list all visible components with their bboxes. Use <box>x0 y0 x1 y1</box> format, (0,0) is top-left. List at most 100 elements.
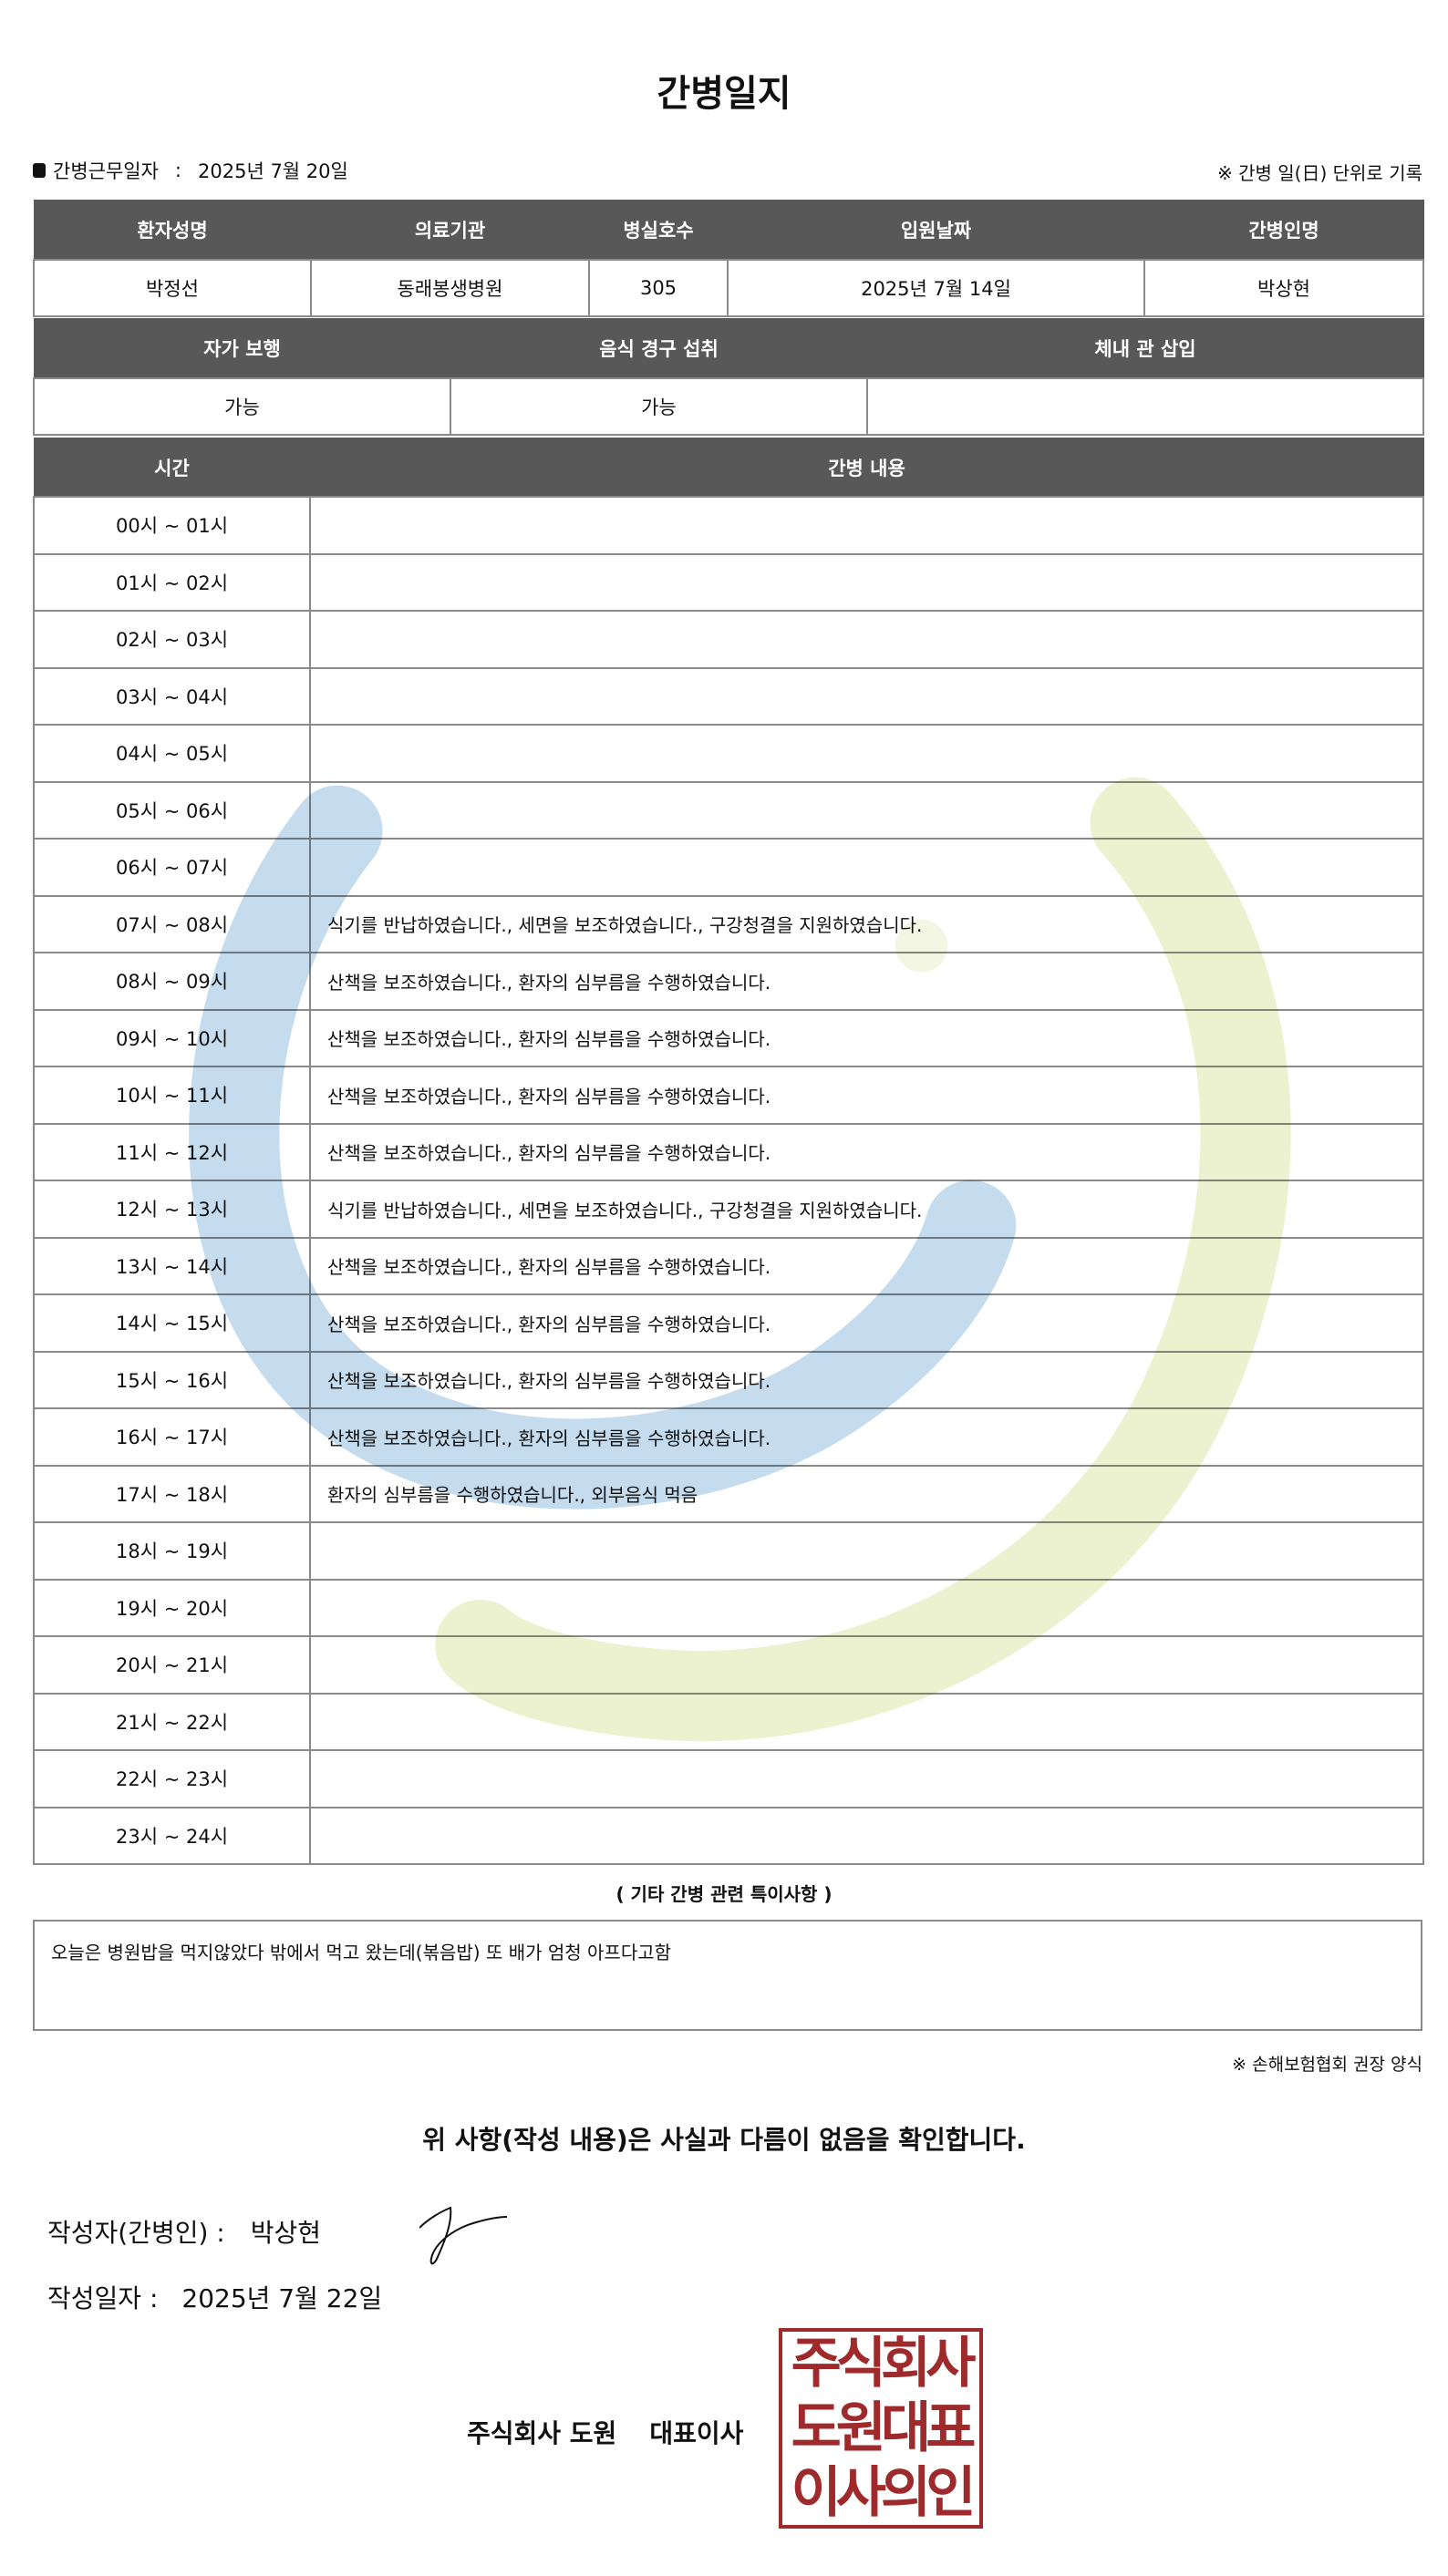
time-cell: 11시 ~ 12시 <box>33 1122 311 1181</box>
column-header: 시간 <box>33 438 311 498</box>
table-row: 12시 ~ 13시 식기를 반납하였습니다., 세면을 보조하였습니다., 구강청… <box>33 1180 1424 1239</box>
table-row: 22시 ~ 23시 <box>33 1749 1424 1808</box>
table-row: 07시 ~ 08시 식기를 반납하였습니다., 세면을 보조하였습니다., 구강청… <box>33 894 1424 953</box>
writer-name: 박상현 <box>250 2218 322 2248</box>
value-row: 가능 가능 <box>33 377 1424 436</box>
time-cell: 22시 ~ 23시 <box>33 1749 311 1808</box>
company-title: 대표이사 <box>649 2418 744 2448</box>
cell-value: 가능 <box>33 377 451 436</box>
form-note: ※ 손해보험협회 권장 양식 <box>1232 2055 1422 2075</box>
column-header: 입원날짜 <box>727 200 1145 261</box>
table-row: 03시 ~ 04시 <box>33 666 1424 726</box>
time-cell: 07시 ~ 08시 <box>33 894 311 953</box>
content-cell <box>309 1806 1424 1865</box>
table-row: 06시 ~ 07시 <box>33 838 1424 897</box>
time-cell: 23시 ~ 24시 <box>33 1806 311 1865</box>
care-log-table: 시간 간병 내용 00시 ~ 01시 01시 ~ 02시 02시 ~ 03시 03시 ~… <box>33 438 1424 1865</box>
seal-line: 이사의인 <box>791 2460 977 2525</box>
table-row: 08시 ~ 09시 산책을 보조하였습니다., 환자의 심부름을 수행하였습니다. <box>33 952 1424 1011</box>
time-cell: 18시 ~ 19시 <box>33 1521 311 1581</box>
content-cell <box>309 1578 1424 1637</box>
content-cell: 산책을 보조하였습니다., 환자의 심부름을 수행하였습니다. <box>309 1350 1424 1409</box>
content-cell: 식기를 반납하였습니다., 세면을 보조하였습니다., 구강청결을 지원하였습니… <box>309 894 1424 953</box>
time-cell: 09시 ~ 10시 <box>33 1008 311 1067</box>
table-row: 05시 ~ 06시 <box>33 780 1424 840</box>
time-cell: 10시 ~ 11시 <box>33 1066 311 1125</box>
time-cell: 08시 ~ 09시 <box>33 952 311 1011</box>
cell-value: 박상현 <box>1143 259 1424 317</box>
patient-status-table: 자가 보행 음식 경구 섭취 체내 관 삽입 가능 가능 <box>33 318 1424 436</box>
content-cell: 산책을 보조하였습니다., 환자의 심부름을 수행하였습니다. <box>309 1236 1424 1295</box>
table-row: 15시 ~ 16시 산책을 보조하였습니다., 환자의 심부름을 수행하였습니다. <box>33 1350 1424 1409</box>
table-row: 01시 ~ 02시 <box>33 552 1424 612</box>
content-cell <box>309 1692 1424 1751</box>
content-cell: 산책을 보조하였습니다., 환자의 심부름을 수행하였습니다. <box>309 1008 1424 1067</box>
header-row: 환자성명 의료기관 병실호수 입원날짜 간병인명 <box>33 200 1424 261</box>
header-row: 자가 보행 음식 경구 섭취 체내 관 삽입 <box>33 318 1424 379</box>
record-unit-note: ※ 간병 일(日) 단위로 기록 <box>1217 162 1422 184</box>
time-cell: 21시 ~ 22시 <box>33 1692 311 1751</box>
time-cell: 02시 ~ 03시 <box>33 610 311 669</box>
content-cell <box>309 724 1424 783</box>
column-header: 간병인명 <box>1143 200 1424 261</box>
value-row: 박정선 동래봉생병원 305 2025년 7월 14일 박상현 <box>33 259 1424 317</box>
column-header: 병실호수 <box>588 200 729 261</box>
time-cell: 14시 ~ 15시 <box>33 1293 311 1353</box>
time-cell: 12시 ~ 13시 <box>33 1180 311 1239</box>
cell-value <box>866 377 1424 436</box>
table-row: 19시 ~ 20시 <box>33 1578 1424 1637</box>
content-cell <box>309 780 1424 840</box>
time-cell: 00시 ~ 01시 <box>33 496 311 555</box>
writer-label: 작성자(간병인) : <box>47 2218 225 2248</box>
column-header: 체내 관 삽입 <box>866 318 1424 379</box>
written-date-label: 작성일자 : <box>47 2283 159 2313</box>
cell-value: 박정선 <box>33 259 312 317</box>
written-date-value: 2025년 7월 22일 <box>181 2283 383 2313</box>
content-cell <box>309 552 1424 612</box>
content-cell: 산책을 보조하였습니다., 환자의 심부름을 수행하였습니다. <box>309 1122 1424 1181</box>
signature <box>419 2206 508 2265</box>
cell-value: 가능 <box>450 377 868 436</box>
work-date: 간병근무일자 : 2025년 7월 20일 <box>33 157 348 184</box>
table-row: 20시 ~ 21시 <box>33 1635 1424 1695</box>
time-cell: 15시 ~ 16시 <box>33 1350 311 1409</box>
content-cell <box>309 496 1424 555</box>
header-row: 시간 간병 내용 <box>33 438 1424 498</box>
table-row: 14시 ~ 15시 산책을 보조하였습니다., 환자의 심부름을 수행하였습니다. <box>33 1293 1424 1353</box>
content-cell <box>309 666 1424 726</box>
content-cell: 식기를 반납하였습니다., 세면을 보조하였습니다., 구강청결을 지원하였습니… <box>309 1180 1424 1239</box>
table-row: 02시 ~ 03시 <box>33 610 1424 669</box>
confirmation-statement: 위 사항(작성 내용)은 사실과 다름이 없음을 확인합니다. <box>422 2125 1026 2155</box>
time-cell: 06시 ~ 07시 <box>33 838 311 897</box>
table-row: 00시 ~ 01시 <box>33 496 1424 555</box>
content-cell <box>309 1635 1424 1695</box>
table-row: 17시 ~ 18시 환자의 심부름을 수행하였습니다., 외부음식 먹음 <box>33 1464 1424 1523</box>
work-date-value: 2025년 7월 20일 <box>198 160 348 182</box>
table-row: 10시 ~ 11시 산책을 보조하였습니다., 환자의 심부름을 수행하였습니다. <box>33 1066 1424 1125</box>
time-cell: 17시 ~ 18시 <box>33 1464 311 1523</box>
work-date-separator: : <box>174 160 181 181</box>
content-cell: 산책을 보조하였습니다., 환자의 심부름을 수행하였습니다. <box>309 1407 1424 1467</box>
table-row: 11시 ~ 12시 산책을 보조하였습니다., 환자의 심부름을 수행하였습니다. <box>33 1122 1424 1181</box>
content-cell: 산책을 보조하였습니다., 환자의 심부름을 수행하였습니다. <box>309 952 1424 1011</box>
time-cell: 20시 ~ 21시 <box>33 1635 311 1695</box>
column-header: 음식 경구 섭취 <box>450 318 868 379</box>
bullet-icon <box>33 163 46 178</box>
table-row: 16시 ~ 17시 산책을 보조하였습니다., 환자의 심부름을 수행하였습니다. <box>33 1407 1424 1467</box>
column-header: 환자성명 <box>33 200 312 261</box>
content-cell: 산책을 보조하였습니다., 환자의 심부름을 수행하였습니다. <box>309 1293 1424 1353</box>
content-cell: 산책을 보조하였습니다., 환자의 심부름을 수행하였습니다. <box>309 1066 1424 1125</box>
table-row: 09시 ~ 10시 산책을 보조하였습니다., 환자의 심부름을 수행하였습니다. <box>33 1008 1424 1067</box>
time-cell: 04시 ~ 05시 <box>33 724 311 783</box>
content-cell: 환자의 심부름을 수행하였습니다., 외부음식 먹음 <box>309 1464 1424 1523</box>
patient-info-table: 환자성명 의료기관 병실호수 입원날짜 간병인명 박정선 동래봉생병원 305 2025년 7월… <box>33 200 1424 317</box>
seal-line: 도원대표 <box>791 2396 977 2460</box>
notes-box[interactable]: 오늘은 병원밥을 먹지않았다 밖에서 먹고 왔는데(볶음밥) 또 배가 엄청 아… <box>33 1920 1422 2031</box>
written-date: 작성일자 : 2025년 7월 22일 <box>47 2279 382 2315</box>
company-name: 주식회사 도원 <box>467 2418 617 2448</box>
content-cell <box>309 1749 1424 1808</box>
time-cell: 13시 ~ 14시 <box>33 1236 311 1295</box>
cell-value: 305 <box>588 259 729 317</box>
seal-line: 주식회사 <box>791 2332 977 2396</box>
time-cell: 05시 ~ 06시 <box>33 780 311 840</box>
